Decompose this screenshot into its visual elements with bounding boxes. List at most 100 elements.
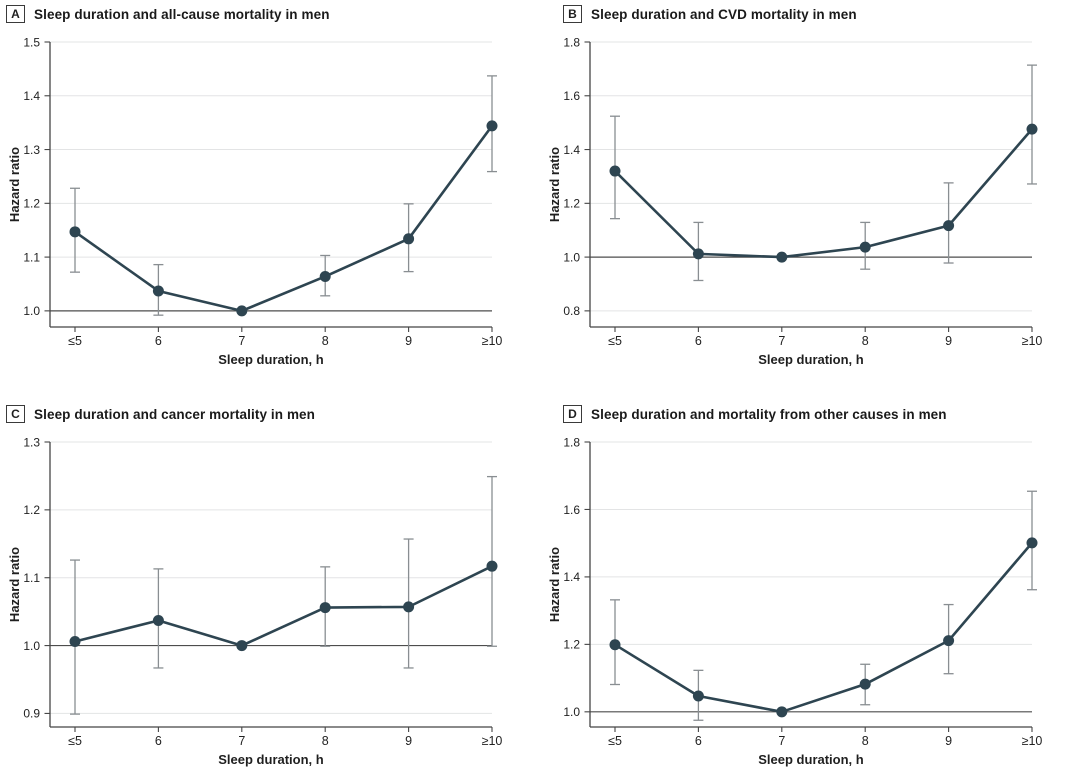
data-point (859, 678, 871, 690)
y-tick-label: 0.9 (23, 707, 40, 721)
y-axis-label: Hazard ratio (547, 147, 562, 222)
data-point (776, 251, 788, 263)
x-tick-label: 7 (778, 734, 785, 748)
y-axis-label: Hazard ratio (7, 147, 22, 222)
x-tick-label: 6 (695, 334, 702, 348)
data-point (69, 226, 81, 238)
y-tick-label: 1.0 (23, 639, 40, 653)
x-tick-label: 9 (945, 334, 952, 348)
y-tick-label: 1.8 (563, 35, 580, 49)
x-tick-label: ≤5 (608, 334, 622, 348)
y-tick-label: 1.4 (563, 570, 580, 584)
panel-c-letter-badge: C (6, 405, 25, 423)
y-tick-label: 1.0 (563, 705, 580, 719)
panel-d: D Sleep duration and mortality from othe… (540, 387, 1080, 774)
panel-b-letter-badge: B (563, 5, 582, 23)
panel-b-header: B Sleep duration and CVD mortality in me… (563, 5, 857, 23)
data-point (692, 248, 704, 260)
trend-line (613, 127, 1034, 259)
panel-c-chart: 0.9 1.0 1.1 1.2 1.3 ≤5 6 7 8 9 ≥10 Sleep duration, … (7, 435, 503, 767)
y-tick-label: 1.2 (563, 638, 580, 652)
data-point (609, 639, 621, 651)
y-tick-label: 1.2 (23, 197, 40, 211)
data-point (486, 120, 498, 132)
data-point (776, 706, 788, 718)
trend-line (613, 541, 1034, 714)
data-point (319, 602, 331, 614)
panel-b: B Sleep duration and CVD mortality in me… (540, 0, 1080, 387)
panel-a-title: Sleep duration and all-cause mortality i… (34, 6, 330, 22)
x-tick-label: 8 (322, 734, 329, 748)
panel-d-header: D Sleep duration and mortality from othe… (563, 405, 947, 423)
data-point (403, 601, 415, 613)
trend-line (73, 124, 494, 313)
x-tick-label: 8 (862, 734, 869, 748)
data-point (486, 560, 498, 572)
data-point (152, 614, 164, 626)
x-tick-label: 6 (155, 734, 162, 748)
x-tick-label: 8 (862, 334, 869, 348)
y-tick-label: 1.3 (23, 435, 40, 449)
x-axis-label: Sleep duration, h (758, 352, 864, 367)
x-tick-label: ≤5 (68, 734, 82, 748)
y-tick-label: 1.5 (23, 35, 40, 49)
panel-d-letter-badge: D (563, 405, 582, 423)
y-tick-label: 1.6 (563, 89, 580, 103)
data-point (943, 220, 955, 232)
x-axis-label: Sleep duration, h (758, 752, 864, 767)
panel-c: C Sleep duration and cancer mortality in… (0, 387, 540, 774)
panel-d-chart: 1.0 1.2 1.4 1.6 1.8 ≤5 6 7 8 9 ≥10 Sleep duration, … (547, 435, 1043, 767)
x-tick-label: ≤5 (608, 734, 622, 748)
panel-a-chart: 1.0 1.1 1.2 1.3 1.4 1.5 ≤5 6 7 8 9 ≥10 Sleep duratio… (7, 35, 503, 367)
panel-a: A Sleep duration and all-cause mortality… (0, 0, 540, 387)
x-tick-label: 9 (405, 734, 412, 748)
y-axis-label: Hazard ratio (7, 547, 22, 622)
y-tick-label: 1.6 (563, 503, 580, 517)
data-point (69, 636, 81, 647)
data-point (236, 305, 248, 317)
y-tick-label: 1.0 (23, 304, 40, 318)
x-tick-label: 9 (945, 734, 952, 748)
y-axis-label: Hazard ratio (547, 547, 562, 622)
data-point (1026, 123, 1038, 135)
trend-line (73, 564, 494, 647)
panel-b-title: Sleep duration and CVD mortality in men (591, 6, 857, 22)
x-tick-label: ≥10 (482, 334, 503, 348)
x-tick-label: ≥10 (1022, 334, 1043, 348)
data-point (152, 285, 164, 297)
panel-b-chart: 0.8 1.0 1.2 1.4 1.6 1.8 ≤5 6 7 8 9 ≥10 Sleep duratio… (547, 35, 1043, 367)
x-tick-label: ≥10 (482, 734, 503, 748)
x-axis-label: Sleep duration, h (218, 352, 324, 367)
data-point (319, 270, 331, 282)
x-tick-label: ≥10 (1022, 734, 1043, 748)
panel-c-header: C Sleep duration and cancer mortality in… (6, 405, 315, 423)
x-tick-label: 6 (695, 734, 702, 748)
data-point (403, 233, 415, 245)
panel-c-title: Sleep duration and cancer mortality in m… (34, 406, 316, 422)
y-tick-label: 1.4 (563, 143, 580, 157)
y-tick-label: 0.8 (563, 304, 580, 318)
data-point (692, 690, 704, 702)
y-tick-label: 1.2 (563, 197, 580, 211)
y-tick-label: 1.2 (23, 503, 40, 517)
y-tick-label: 1.4 (23, 89, 40, 103)
y-tick-label: 1.8 (563, 435, 580, 449)
panel-d-title: Sleep duration and mortality from other … (591, 406, 947, 422)
data-point (1026, 537, 1038, 549)
x-tick-label: 7 (238, 334, 245, 348)
x-axis-label: Sleep duration, h (218, 752, 324, 767)
data-point (943, 635, 955, 647)
y-tick-label: 1.1 (23, 571, 40, 585)
x-tick-label: 6 (155, 334, 162, 348)
data-point (609, 165, 621, 177)
data-point (236, 640, 248, 652)
y-tick-label: 1.0 (563, 250, 580, 264)
data-point (859, 241, 871, 253)
x-tick-label: 9 (405, 334, 412, 348)
x-tick-label: 8 (322, 334, 329, 348)
panel-a-header: A Sleep duration and all-cause mortality… (6, 5, 330, 23)
panel-a-letter-badge: A (6, 5, 25, 23)
y-tick-label: 1.1 (23, 250, 40, 264)
x-tick-label: ≤5 (68, 334, 82, 348)
